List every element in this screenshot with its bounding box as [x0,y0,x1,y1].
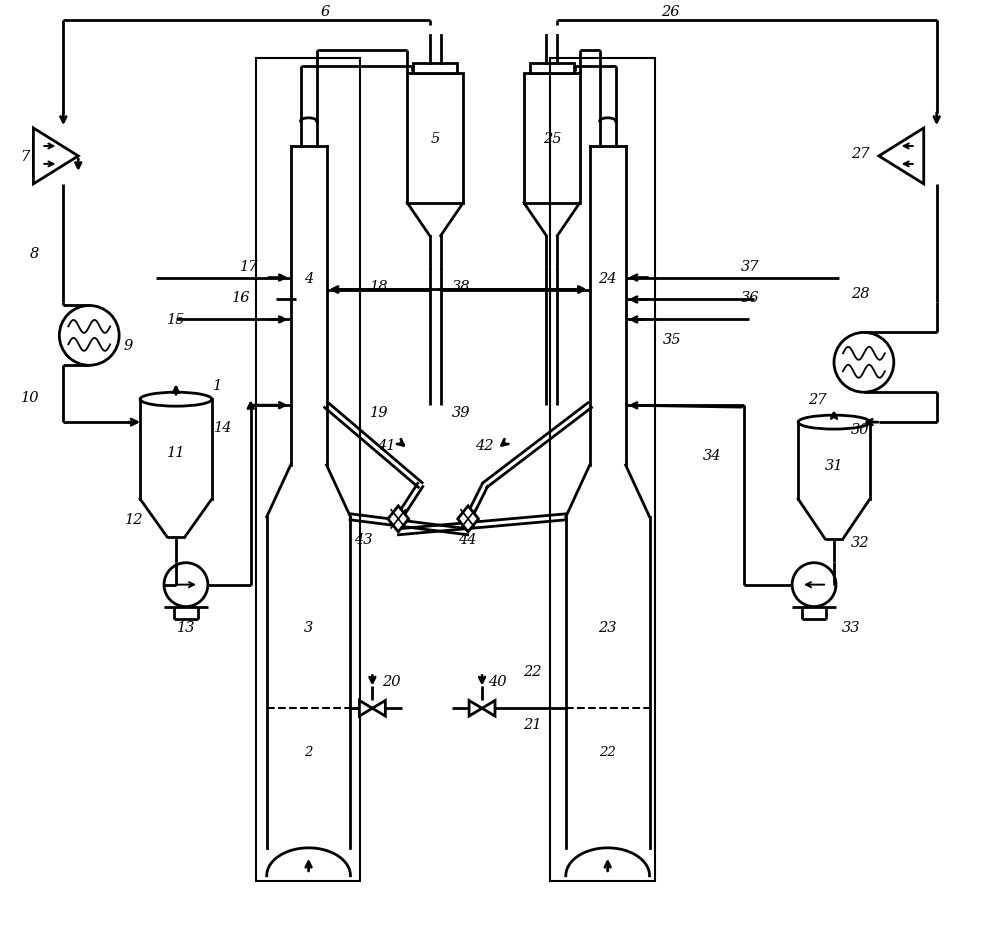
Text: 9: 9 [123,339,132,353]
Polygon shape [469,701,495,717]
Text: 34: 34 [703,449,721,463]
Polygon shape [33,129,78,184]
Ellipse shape [140,393,212,407]
Text: 4: 4 [304,272,313,286]
Circle shape [834,333,894,393]
Text: 22: 22 [523,665,542,679]
Text: 42: 42 [475,438,494,452]
Text: 41: 41 [377,438,395,452]
Text: 36: 36 [741,291,760,305]
Text: 14: 14 [214,421,233,435]
Bar [550,59,655,881]
Text: 25: 25 [543,132,561,146]
Polygon shape [458,506,478,532]
Bar [524,74,580,204]
Bar [407,74,463,204]
Text: 39: 39 [452,406,471,420]
Text: 6: 6 [321,6,330,19]
Text: 10: 10 [21,391,39,405]
Text: 15: 15 [167,313,186,327]
Text: 40: 40 [488,675,507,689]
Text: 24: 24 [598,272,617,286]
Polygon shape [879,129,924,184]
Text: 31: 31 [825,459,843,473]
Text: 19: 19 [370,406,388,420]
Text: 5: 5 [431,132,440,146]
Polygon shape [388,506,409,532]
Text: 3: 3 [304,620,313,634]
Text: 21: 21 [523,717,542,731]
Text: 32: 32 [851,535,869,549]
Text: 22: 22 [599,744,616,757]
Text: 43: 43 [354,532,372,546]
Text: 28: 28 [851,286,869,300]
Bar [256,59,360,881]
Text: 17: 17 [240,260,259,273]
Ellipse shape [798,415,870,429]
Text: 11: 11 [167,446,185,460]
Text: 1: 1 [213,379,222,393]
Circle shape [59,306,119,366]
Text: 37: 37 [741,260,760,273]
Text: 18: 18 [370,279,388,293]
Circle shape [792,563,836,607]
Text: 13: 13 [177,620,195,634]
Text: 12: 12 [125,513,143,527]
Polygon shape [359,701,385,717]
Text: 16: 16 [232,291,251,305]
Text: 27: 27 [851,146,869,160]
Text: 2: 2 [304,744,313,757]
Text: 35: 35 [663,333,681,347]
Text: 33: 33 [842,620,860,634]
Text: 23: 23 [598,620,617,634]
Text: 20: 20 [382,675,401,689]
Text: 30: 30 [851,423,869,437]
Text: 44: 44 [458,532,477,546]
Text: 8: 8 [30,247,39,260]
Text: 7: 7 [20,150,29,164]
Text: 27: 27 [809,393,827,407]
Bar [530,64,574,74]
Circle shape [164,563,208,607]
Bar [413,64,457,74]
Text: 26: 26 [662,6,680,19]
Text: 38: 38 [452,279,471,293]
